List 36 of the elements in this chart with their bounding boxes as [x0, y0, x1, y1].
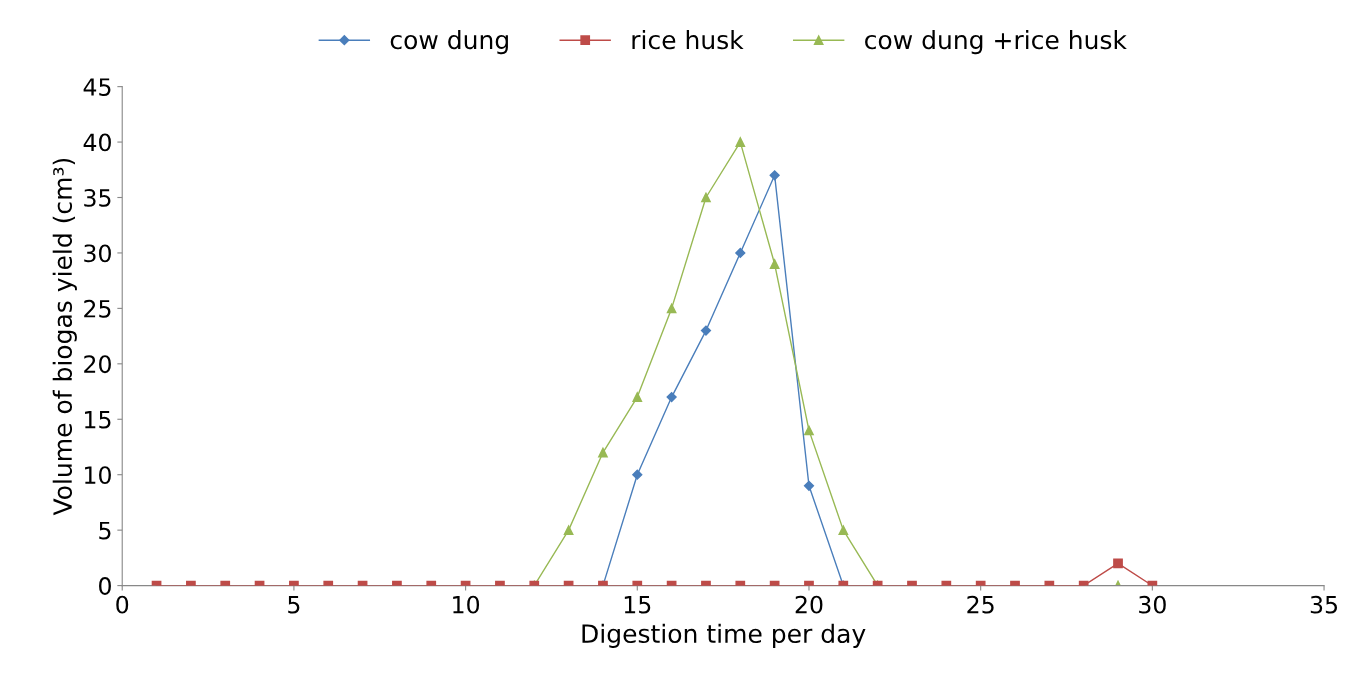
x-tick-label: 30	[1139, 595, 1166, 614]
point	[804, 425, 814, 436]
x-tick-label: 20	[795, 595, 823, 614]
x-tick-label: 25	[967, 595, 994, 614]
point	[666, 303, 677, 314]
y-tick-label: 5	[99, 521, 111, 540]
y-tick-label: 20	[84, 355, 111, 374]
point	[769, 170, 780, 181]
y-tick-label: 25	[84, 299, 111, 318]
x-axis-title: Digestion time per day	[582, 623, 866, 648]
x-tick-label: 35	[1310, 595, 1338, 614]
y-axis-title: Volume of biogas yield (cm³)	[52, 158, 77, 516]
legend-label: cow dung	[390, 29, 508, 55]
point	[700, 325, 712, 336]
point	[803, 480, 815, 491]
point	[632, 469, 643, 480]
y-tick-label: 15	[85, 411, 111, 429]
y-tick-label: 10	[85, 466, 111, 485]
point	[735, 247, 746, 259]
point	[598, 447, 608, 458]
point	[701, 192, 711, 203]
x-tick-label: 5	[288, 596, 300, 614]
x-tick-label: 0	[116, 595, 129, 614]
legend-label: rice husk	[632, 29, 744, 50]
y-tick-label: 40	[83, 133, 111, 152]
point	[769, 259, 780, 269]
point	[735, 137, 746, 147]
x-tick-label: 15	[624, 596, 651, 614]
y-tick-label: 30	[84, 244, 111, 263]
y-tick-label: 35	[84, 188, 111, 207]
legend-label: cow dung +rice husk	[865, 29, 1127, 55]
x-tick-label: 10	[453, 595, 480, 614]
point	[666, 391, 677, 403]
y-tick-label: 45	[83, 78, 111, 96]
y-tick-label: 0	[99, 577, 111, 595]
point	[632, 392, 643, 402]
